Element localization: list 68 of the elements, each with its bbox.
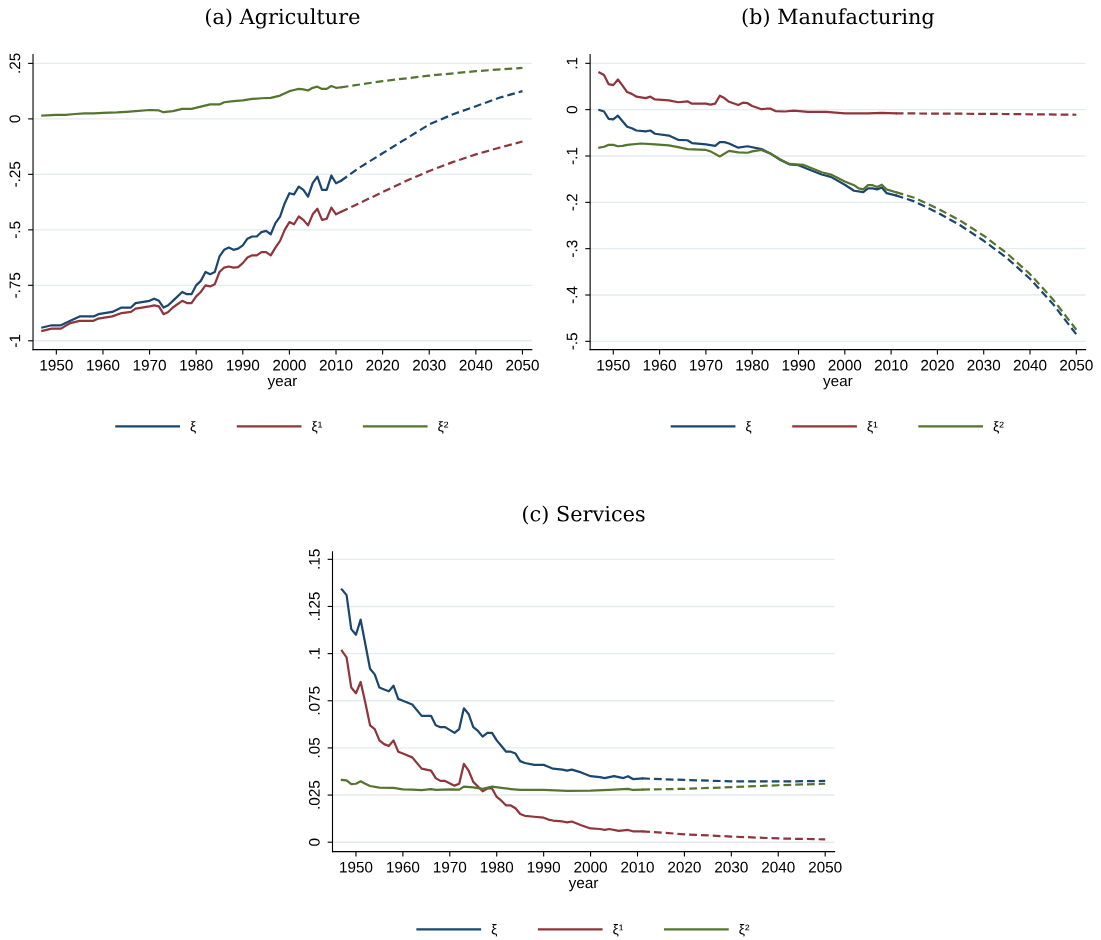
x-tick-label: 2040 [1013, 359, 1047, 371]
y-tick-label: -.1 [566, 147, 578, 165]
y-tick-label: 0 [566, 106, 578, 114]
y-tick-label: .1 [566, 57, 578, 69]
legend-label: ξ [491, 924, 498, 937]
x-tick-label: 1990 [782, 359, 815, 371]
x-tick-label: 2040 [459, 359, 493, 371]
legend-label: ξ¹ [613, 924, 624, 937]
y-tick-label: 0 [308, 838, 320, 846]
x-tick-label: 2020 [366, 359, 400, 371]
x-tick-label: 2040 [762, 861, 795, 873]
x-tick-label: 1990 [226, 359, 260, 371]
y-tick-label: .125 [308, 592, 320, 620]
x-axis-title: year [267, 377, 298, 390]
y-tick-label: .05 [308, 737, 320, 758]
y-tick-label: -.5 [566, 333, 578, 350]
x-tick-label: 1950 [597, 359, 630, 371]
x-tick-label: 1960 [643, 359, 676, 371]
x-tick-label: 1970 [690, 359, 723, 371]
x-tick-label: 1950 [340, 861, 373, 873]
x-tick-label: 1960 [87, 359, 120, 371]
x-tick-label: 1980 [180, 359, 213, 371]
x-tick-label: 2000 [574, 861, 607, 873]
x-tick-label: 1990 [527, 861, 561, 873]
legend-label: ξ² [739, 924, 750, 937]
x-tick-label: 2020 [921, 359, 954, 371]
chart-title: (a) Agriculture [205, 8, 360, 29]
chart-title: (c) Services [523, 505, 645, 525]
x-tick-label: 2050 [1060, 359, 1093, 371]
y-tick-label: .1 [309, 647, 320, 659]
x-tick-label: 2030 [967, 359, 1001, 371]
legend-label: ξ [746, 421, 752, 434]
x-tick-label: 2050 [808, 861, 842, 873]
y-tick-label: -.4 [566, 286, 578, 304]
y-tick-label: -.75 [9, 272, 21, 298]
x-tick-label: 2030 [413, 359, 446, 371]
x-tick-label: 1980 [480, 861, 514, 873]
y-tick-label: .075 [308, 686, 320, 715]
y-tick-label: -.25 [9, 161, 21, 187]
x-tick-label: 2030 [715, 861, 748, 873]
x-axis-title: year [568, 879, 599, 892]
y-tick-label: .15 [309, 549, 320, 569]
x-tick-label: 2010 [319, 359, 353, 371]
x-tick-label: 1960 [387, 861, 420, 873]
legend-label: ξ¹ [312, 421, 323, 434]
x-tick-label: 2050 [506, 359, 539, 371]
x-tick-label: 1970 [433, 861, 467, 873]
x-tick-label: 2000 [273, 359, 306, 371]
x-tick-label: 2010 [621, 861, 654, 873]
legend-label: ξ [190, 421, 196, 434]
y-tick-label: .25 [9, 53, 21, 73]
y-tick-label: -.3 [566, 240, 578, 257]
x-tick-label: 2010 [874, 359, 908, 371]
legend-label: ξ² [993, 421, 1004, 434]
y-tick-label: 0 [9, 115, 21, 123]
x-tick-label: 1980 [736, 359, 769, 371]
legend-label: ξ¹ [867, 421, 878, 434]
y-tick-label: -.2 [566, 194, 578, 211]
x-axis-title: year [823, 377, 853, 390]
y-tick-label: .025 [308, 780, 320, 809]
x-tick-label: 1970 [133, 359, 166, 371]
x-tick-label: 2020 [668, 861, 701, 873]
legend-label: ξ² [438, 421, 449, 434]
y-tick-label: -1 [9, 334, 21, 347]
y-tick-label: -.5 [9, 221, 21, 239]
chart-title: (b) Manufacturing [742, 8, 935, 29]
x-tick-label: 1950 [40, 359, 73, 371]
x-tick-label: 2000 [828, 359, 862, 371]
